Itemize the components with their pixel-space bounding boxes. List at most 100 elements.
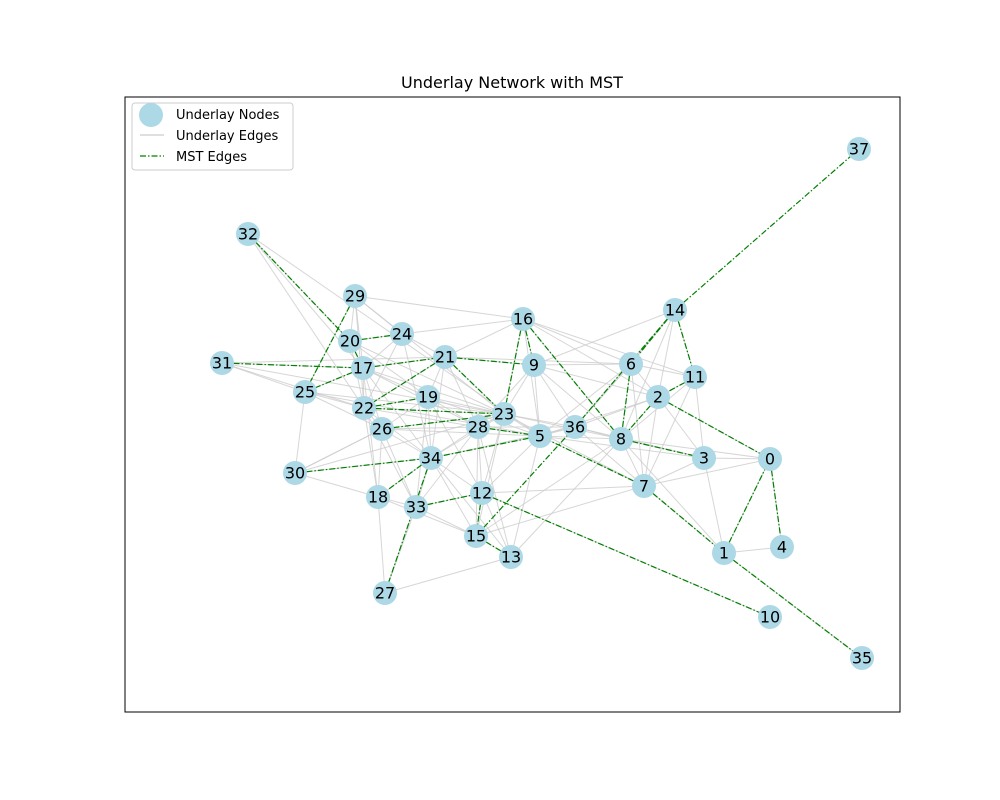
- node-label-4: 4: [777, 538, 787, 557]
- mst-edge-5-34: [430, 435, 541, 459]
- node-13: [499, 545, 523, 569]
- node-22: [352, 396, 376, 420]
- node-1: [712, 541, 736, 565]
- underlay-edge-5-13: [510, 435, 541, 558]
- legend-box: [131, 102, 294, 171]
- underlay-edge-19-23: [427, 396, 505, 415]
- underlay-edge-23-34: [430, 413, 505, 459]
- node-label-36: 36: [565, 418, 585, 437]
- node-14: [663, 298, 687, 322]
- underlay-edge-29-16: [354, 295, 524, 320]
- node-label-37: 37: [849, 140, 869, 159]
- mst-edge-21-22: [363, 356, 446, 409]
- underlay-edge-5-6: [539, 363, 632, 437]
- node-label-30: 30: [285, 464, 305, 483]
- node-label-35: 35: [852, 649, 872, 668]
- node-0: [758, 447, 782, 471]
- underlay-edge-8-0: [620, 438, 771, 460]
- node-label-2: 2: [653, 388, 663, 407]
- underlay-edge-31-22: [221, 362, 365, 409]
- mst-edge-14-37: [674, 148, 860, 311]
- node-label-12: 12: [472, 484, 492, 503]
- underlay-edge-23-15: [475, 413, 505, 537]
- underlay-edge-16-5: [522, 318, 541, 437]
- mst-edge-1-0: [723, 458, 771, 554]
- node-label-8: 8: [616, 430, 626, 449]
- node-label-15: 15: [466, 527, 486, 546]
- mst-edge-32-20: [247, 233, 351, 342]
- underlay-edge-29-23: [354, 295, 505, 415]
- node-35: [850, 646, 874, 670]
- node-11: [683, 365, 707, 389]
- underlay-edge-26-33: [381, 428, 417, 508]
- mst-edge-7-5: [539, 435, 645, 487]
- node-32: [236, 222, 260, 246]
- underlay-edge-25-26: [304, 391, 383, 430]
- underlay-edge-36-7: [574, 426, 645, 487]
- underlay-edge-28-33: [415, 426, 479, 508]
- mst-edge-31-17: [221, 362, 364, 369]
- node-label-32: 32: [238, 225, 258, 244]
- node-label-22: 22: [354, 399, 374, 418]
- node-30: [283, 461, 307, 485]
- node-label-23: 23: [494, 405, 514, 424]
- node-label-14: 14: [665, 301, 685, 320]
- node-label-27: 27: [375, 584, 395, 603]
- mst-edge-34-27: [384, 457, 432, 594]
- underlay-edge-7-12: [481, 485, 645, 494]
- legend-label-underlay: Underlay Edges: [176, 129, 278, 144]
- node-17: [351, 356, 375, 380]
- node-label-33: 33: [406, 498, 426, 517]
- underlay-edge-9-28: [477, 364, 535, 428]
- underlay-edge-32-22: [247, 233, 365, 409]
- node-label-21: 21: [435, 348, 455, 367]
- underlay-edge-20-23: [349, 340, 505, 415]
- underlay-edge-18-27: [377, 496, 386, 594]
- underlay-edge-25-30: [294, 391, 306, 474]
- underlay-edge-8-13: [510, 438, 622, 558]
- underlay-edge-21-16: [444, 318, 524, 358]
- legend-label-mst: MST Edges: [176, 150, 247, 165]
- node-label-28: 28: [468, 418, 488, 437]
- node-label-29: 29: [345, 287, 365, 306]
- node-19: [416, 385, 440, 409]
- node-label-7: 7: [639, 477, 649, 496]
- node-label-10: 10: [760, 608, 780, 627]
- underlay-edge-5-12: [481, 435, 541, 494]
- node-23: [492, 402, 516, 426]
- underlay-edge-16-11: [522, 318, 696, 378]
- underlay-edge-30-26: [294, 428, 383, 474]
- mst-edge-17-25: [304, 367, 364, 393]
- node-7: [632, 474, 656, 498]
- node-label-20: 20: [340, 332, 360, 351]
- underlay-edge-24-16: [401, 318, 524, 335]
- node-21: [433, 345, 457, 369]
- underlay-edge-23-7: [503, 413, 645, 487]
- mst-edge-16-8: [522, 318, 622, 440]
- underlay-edge-14-2: [657, 309, 676, 398]
- mst-edge-12-10: [481, 492, 771, 618]
- node-10: [758, 605, 782, 629]
- mst-edge-1-35: [723, 552, 863, 659]
- underlay-edge-0-7: [643, 458, 771, 487]
- node-label-16: 16: [513, 310, 533, 329]
- underlay-edge-22-28: [363, 407, 479, 428]
- underlay-edge-22-34: [363, 407, 432, 459]
- node-label-5: 5: [535, 427, 545, 446]
- node-4: [770, 535, 794, 559]
- legend-label-nodes: Underlay Nodes: [176, 108, 280, 123]
- mst-edge-6-8: [620, 363, 632, 440]
- underlay-edge-2-7: [643, 396, 659, 487]
- underlay-edge-30-34: [294, 457, 432, 474]
- node-15: [464, 524, 488, 548]
- node-label-3: 3: [699, 449, 709, 468]
- underlay-edge-11-3: [694, 376, 705, 459]
- node-label-13: 13: [501, 548, 521, 567]
- node-label-19: 19: [418, 388, 438, 407]
- underlay-edge-28-15: [475, 426, 479, 537]
- legend: Underlay Nodes Underlay Edges MST Edges: [131, 102, 294, 171]
- underlay-edge-18-15: [377, 496, 477, 537]
- node-27: [373, 581, 397, 605]
- node-label-17: 17: [353, 359, 373, 378]
